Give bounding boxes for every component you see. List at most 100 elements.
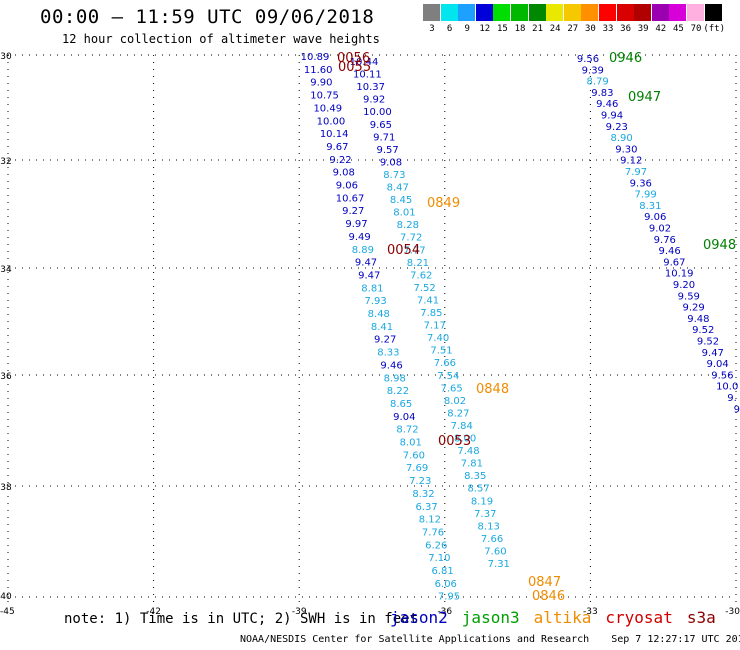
swh-value: 9.29 (682, 303, 704, 314)
swh-value: 9.27 (342, 206, 364, 217)
lon-tick-label: -45 (0, 607, 15, 617)
color-swatch (458, 4, 476, 21)
generated-timestamp: Sep 7 12:27:17 UTC 2018 (611, 634, 740, 645)
swh-value: 7.54 (437, 371, 459, 382)
swh-value: 7.60 (484, 546, 506, 557)
swh-value: 7.10 (428, 553, 450, 564)
color-scale-label: 27 (567, 24, 579, 34)
lat-tick-label: -40 (0, 592, 12, 602)
swh-value: 9.49 (349, 232, 371, 243)
satellite-legend-item: jason3 (461, 608, 520, 627)
color-swatch (687, 4, 704, 21)
color-swatch (669, 4, 687, 21)
swh-value: 7.40 (427, 333, 449, 344)
swh-value: 7.99 (634, 190, 656, 201)
swh-value: 8.27 (447, 408, 469, 419)
color-swatch (475, 4, 493, 21)
swh-value: 8.28 (397, 220, 419, 231)
color-scale-label: 70 (690, 24, 702, 34)
swh-value: 7.52 (414, 283, 436, 294)
swh-value: 10.11 (353, 70, 382, 81)
swh-value: 7.66 (481, 534, 503, 545)
color-swatch (599, 4, 616, 21)
units-note: note: 1) Time is in UTC; 2) SWH is in fe… (64, 611, 419, 627)
swh-value: 8.21 (407, 258, 429, 269)
swh-value: 7.66 (434, 358, 456, 369)
satellite-legend: jason2 jason3 altika cryosat s3a (390, 608, 730, 627)
swh-value: 8.73 (383, 170, 405, 181)
swh-value: 8.89 (352, 245, 374, 256)
swh-value: 7.48 (457, 446, 479, 457)
swh-value: 9.12 (620, 156, 642, 167)
lon-tick-label: -42 (146, 607, 161, 617)
swh-value: 10.67 (336, 193, 365, 204)
swh-value: 9.04 (393, 412, 415, 423)
swh-value: 8.81 (361, 283, 383, 294)
pass-time-label: 0055 (338, 60, 371, 75)
swh-value: 9.04 (706, 359, 728, 370)
lon-tick-label: -36 (437, 607, 452, 617)
pass-time-label: 0056 (337, 51, 370, 66)
swh-value: 9.02 (649, 224, 671, 235)
swh-value: 8.01 (393, 208, 415, 219)
color-swatch (440, 4, 458, 21)
page-title: 00:00 – 11:59 UTC 09/06/2018 (40, 6, 375, 28)
swh-value: 7.97 (625, 167, 647, 178)
pass-time-label: 0848 (476, 382, 509, 397)
swh-value: 8.35 (464, 471, 486, 482)
color-swatch (563, 4, 581, 21)
swh-value: 7.37 (474, 509, 496, 520)
color-scale-label: 9 (464, 24, 470, 34)
pass-time-label: 0846 (532, 589, 565, 604)
color-swatch (634, 4, 652, 21)
swh-value: 9.90 (310, 78, 332, 89)
pass-time-label: 0053 (438, 434, 471, 449)
swh-value: 7.65 (440, 383, 462, 394)
swh-value: 8.12 (419, 515, 441, 526)
color-swatch (651, 4, 669, 21)
swh-value: 8.13 (478, 521, 500, 532)
swh-value: 8.02 (444, 396, 466, 407)
swh-value: 7.95 (438, 592, 460, 603)
swh-value: 9.36 (630, 178, 652, 189)
swh-value: 9.52 (697, 337, 719, 348)
swh-value: 10.19 (665, 269, 694, 280)
swh-value: 8.72 (396, 425, 418, 436)
swh-value: 9.47 (702, 348, 724, 359)
swh-value: 9.67 (326, 142, 348, 153)
pass-time-label: 0849 (427, 196, 460, 211)
swh-value: 9.48 (687, 314, 709, 325)
swh-value: 9.65 (370, 120, 392, 131)
satellite-legend-item: altika (533, 608, 592, 627)
swh-value: 8.48 (368, 309, 390, 320)
swh-value: 10.00 (317, 116, 346, 127)
swh-value: 9.94 (601, 111, 623, 122)
lon-tick-label: -30 (725, 607, 740, 617)
color-swatch (581, 4, 599, 21)
color-scale-label: 33 (602, 24, 614, 34)
pass-time-label: 0054 (387, 243, 420, 258)
swh-value: 9.47 (358, 270, 380, 281)
swh-value: 7.60 (403, 450, 425, 461)
swh-value: 6.06 (435, 579, 457, 590)
swh-value: 7.85 (420, 308, 442, 319)
color-swatch (493, 4, 511, 21)
satellite-legend-item: jason2 (390, 608, 448, 627)
pass-time-label: 0947 (628, 90, 661, 105)
swh-value: 9. (727, 393, 737, 404)
color-scale-label: 24 (549, 24, 561, 34)
swh-value: 9.92 (363, 95, 385, 106)
swh-value: 9.97 (345, 219, 367, 230)
color-scale-label: 18 (514, 24, 526, 34)
satellite-legend-item: s3a (686, 608, 716, 627)
swh-value: 8.57 (467, 484, 489, 495)
swh-value: 10.14 (320, 129, 349, 140)
swh-value: 9.22 (329, 155, 351, 166)
swh-value: 7.84 (451, 421, 473, 432)
color-scale-label: 42 (655, 24, 667, 34)
color-scale-unit: (ft) (703, 24, 726, 34)
swh-value: 10.89 (301, 52, 330, 63)
swh-value: 9.46 (658, 246, 680, 257)
swh-value: 7.62 (410, 270, 432, 281)
color-swatch (511, 4, 528, 21)
